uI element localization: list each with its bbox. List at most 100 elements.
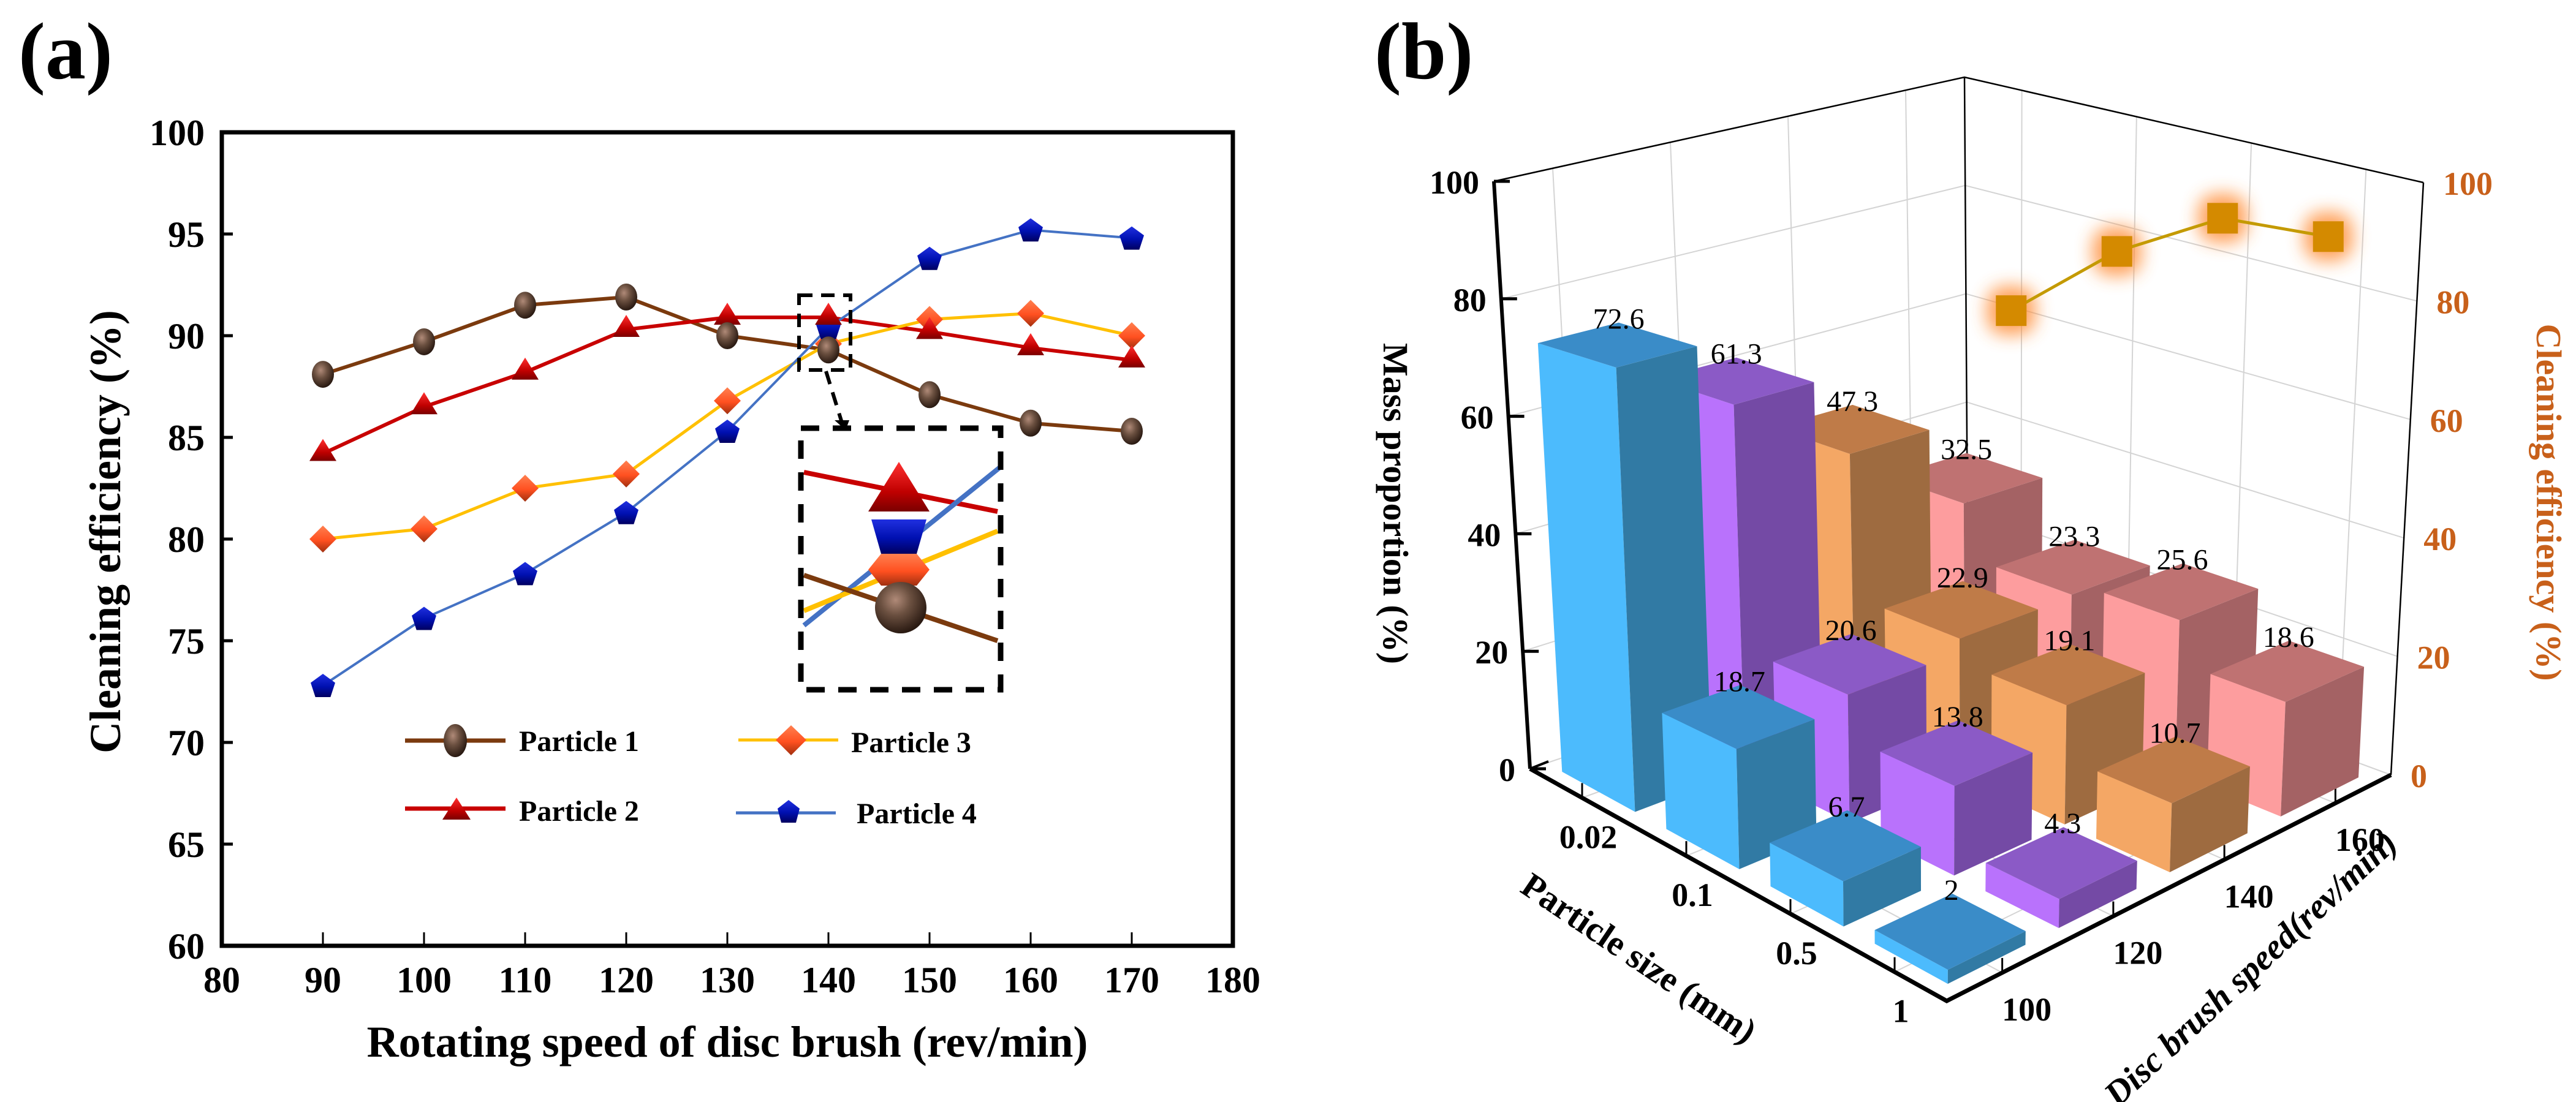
bar-value-label: 6.7 bbox=[1828, 791, 1865, 823]
z2-tick-label: 100 bbox=[2443, 165, 2493, 202]
plot-frame bbox=[219, 130, 1235, 948]
bars-group: 32.5 47.3 23.3 61.3 22.9 25.6 72.6 20.6 19.1 18.6… bbox=[1537, 303, 2365, 984]
diamond-marker bbox=[1017, 300, 1044, 327]
top-frame-edge bbox=[1493, 76, 2424, 184]
efficiency-square-marker bbox=[2101, 236, 2132, 267]
y-tick-label: 100 bbox=[150, 113, 205, 153]
panel-b: (b) 0 20 40 60 80 100 0 20 40 60 80 100 0.02 0.1 0.5 1 1… bbox=[1374, 6, 2569, 1102]
sphere-marker bbox=[312, 361, 334, 388]
bar-value-label: 19.1 bbox=[2044, 625, 2095, 657]
bar-value-label: 10.7 bbox=[2150, 717, 2201, 749]
x-tick-label: 130 bbox=[700, 960, 755, 1000]
pentagon-marker bbox=[917, 246, 942, 270]
sphere-marker bbox=[817, 336, 839, 364]
pentagon-marker bbox=[614, 500, 638, 524]
legend-item-particle-2: Particle 2 bbox=[405, 795, 639, 828]
diamond-marker-icon bbox=[776, 725, 806, 755]
panel-a: (a) 60 65 70 75 80 85 90 95 100 80 90 100 110 120 130… bbox=[18, 6, 1260, 1066]
bar-top-face bbox=[1996, 540, 2150, 595]
bar-top-face bbox=[1662, 685, 1815, 749]
sphere-marker bbox=[1121, 418, 1143, 445]
sphere-marker bbox=[1020, 409, 1042, 437]
bar-top-face bbox=[1773, 633, 1926, 695]
particle-size-label: 0.1 bbox=[1672, 877, 1713, 913]
bar-right-face bbox=[1954, 752, 2033, 876]
bar-top-face bbox=[1770, 810, 1921, 881]
z-axis-title: Mass proportion (%) bbox=[1376, 343, 1415, 664]
bar-top-face bbox=[1884, 581, 2038, 639]
bar-right-face bbox=[1843, 847, 1921, 927]
bar-right-face bbox=[2170, 766, 2250, 872]
sphere-marker bbox=[716, 322, 738, 349]
floor-front-axes bbox=[1529, 766, 2392, 1003]
bar-top-face bbox=[1991, 644, 2145, 706]
bar-value-label: 2 bbox=[1944, 874, 1959, 907]
particle-size-label: 0.02 bbox=[1559, 818, 1618, 855]
bar-left-face bbox=[1537, 343, 1635, 812]
pentagon-marker-icon bbox=[778, 800, 800, 823]
speed-label: 100 bbox=[2002, 991, 2051, 1028]
bar-top-face bbox=[1537, 322, 1697, 368]
bar: 18.7 bbox=[1662, 665, 1817, 869]
x-tick-label: 110 bbox=[499, 960, 552, 1000]
particle-size-axis-title: Particle size (mm) bbox=[1514, 865, 1763, 1051]
bar-left-face bbox=[1770, 842, 1844, 927]
z-tick-label: 60 bbox=[1461, 399, 1494, 436]
pentagon-marker bbox=[1018, 218, 1043, 242]
triangle-marker bbox=[714, 303, 741, 325]
z-tick-label: 20 bbox=[1475, 634, 1508, 671]
bar-left-face bbox=[1985, 862, 2059, 928]
y-tick-label: 60 bbox=[168, 926, 205, 967]
speed-label: 120 bbox=[2113, 935, 2162, 972]
pentagon-marker bbox=[1119, 226, 1144, 250]
bar-value-label: 72.6 bbox=[1593, 303, 1645, 336]
y-tick-label: 95 bbox=[168, 214, 205, 255]
x-tick-label: 170 bbox=[1104, 960, 1159, 1000]
triangle-marker bbox=[512, 357, 539, 380]
x-tick-label: 160 bbox=[1003, 960, 1058, 1000]
pentagon-marker bbox=[513, 562, 537, 586]
bar-left-face bbox=[1662, 712, 1740, 869]
efficiency-square-marker bbox=[2207, 203, 2238, 234]
x-tick-label: 100 bbox=[396, 960, 452, 1000]
sphere-marker bbox=[919, 381, 941, 409]
inset-frame bbox=[798, 425, 1004, 693]
pentagon-marker bbox=[715, 420, 740, 443]
bar-left-face bbox=[1874, 930, 1948, 984]
diamond-marker bbox=[714, 387, 741, 415]
y-tick-label: 80 bbox=[168, 519, 205, 560]
bar-value-label: 47.3 bbox=[1827, 385, 1878, 418]
bar-value-label: 61.3 bbox=[1711, 338, 1762, 371]
inset-sphere-marker bbox=[875, 582, 926, 633]
y-axis-ticks: 60 65 70 75 80 85 90 95 100 bbox=[150, 113, 233, 967]
x-tick-label: 140 bbox=[801, 960, 856, 1000]
pentagon-marker bbox=[412, 606, 436, 630]
efficiency-square-marker bbox=[1996, 295, 2027, 326]
z2-tick-label: 60 bbox=[2430, 402, 2463, 439]
efficiency-square-marker bbox=[2313, 221, 2344, 252]
bar: 2 bbox=[1874, 874, 2026, 984]
bar-value-label: 4.3 bbox=[2044, 807, 2081, 840]
bar-value-label: 20.6 bbox=[1825, 614, 1877, 647]
efficiency-line bbox=[2010, 216, 2329, 312]
inset-pentagon-marker bbox=[871, 519, 926, 554]
bar-top-face bbox=[2210, 640, 2365, 702]
x-axis-ticks: 80 90 100 110 120 130 140 150 160 170 180 bbox=[203, 932, 1260, 1000]
bar-value-label: 32.5 bbox=[1941, 434, 1992, 466]
sphere-marker bbox=[514, 292, 536, 319]
bar-right-face bbox=[2058, 861, 2137, 928]
z-tick-label: 80 bbox=[1453, 282, 1487, 319]
bar-top-face bbox=[1880, 720, 2033, 786]
inset-triangle-marker bbox=[868, 462, 930, 511]
zoom-arrow bbox=[824, 371, 844, 423]
panel-b-label: (b) bbox=[1374, 6, 1473, 96]
bar-top-face bbox=[1874, 893, 2026, 970]
sphere-marker-icon bbox=[444, 724, 467, 757]
x-tick-label: 180 bbox=[1205, 960, 1260, 1000]
y-tick-label: 85 bbox=[168, 418, 205, 458]
right-wall-gridline bbox=[2337, 169, 2367, 756]
z2-tick-label: 0 bbox=[2411, 758, 2427, 794]
efficiency-series bbox=[1987, 194, 2353, 336]
bar: 10.7 bbox=[2096, 717, 2250, 872]
